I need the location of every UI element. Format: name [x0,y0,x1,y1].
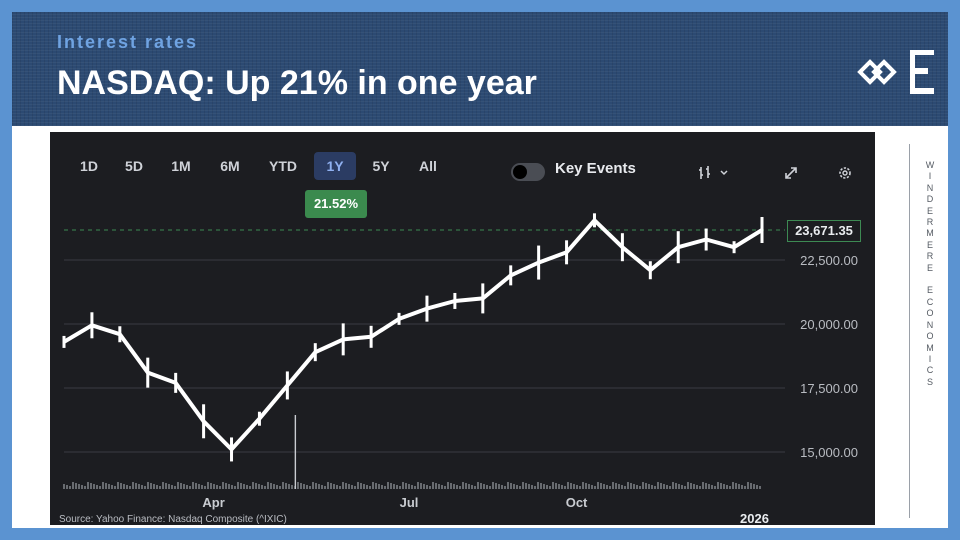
slide-title: NASDAQ: Up 21% in one year [57,64,537,102]
chevron-down-icon[interactable] [719,168,729,178]
sidebar-divider [909,144,910,518]
key-events-toggle[interactable] [511,163,545,181]
range-button-ytd[interactable]: YTD [269,158,297,174]
slide-subtitle: Interest rates [57,32,199,52]
chart-type-icon[interactable] [697,165,713,181]
price-chart[interactable]: 15,000.00 17,500.00 20,000.00 22,500.00 Apr J… [50,132,875,525]
range-button-1m[interactable]: 1M [171,158,191,174]
chart-panel: 1D 5D 1M 6M YTD 1Y 5Y All Key Events 15, [50,132,875,526]
gear-icon[interactable] [837,165,853,181]
y-tick-label: 22,500.00 [800,253,858,268]
x-tick-label: Jul [400,495,419,510]
windermere-logo [857,50,934,94]
y-tick-label: 17,500.00 [800,381,858,396]
range-button-all[interactable]: All [419,158,437,174]
y-tick-label: 15,000.00 [800,445,858,460]
header-banner: Interest rates NASDAQ: Up 21% in one yea… [12,12,948,126]
current-price-label: 23,671.35 [787,220,861,242]
range-button-1d[interactable]: 1D [80,158,98,174]
toggle-knob [513,165,527,179]
x-tick-label: Oct [566,495,588,510]
year-label: 2026 [740,511,769,526]
x-tick-label: Apr [202,495,224,510]
range-button-5d[interactable]: 5D [125,158,143,174]
source-note: Source: Yahoo Finance: Nasdaq Composite … [59,514,287,525]
range-button-5y[interactable]: 5Y [372,158,390,174]
price-series-line [62,218,764,452]
range-button-1y[interactable]: 1Y [314,152,356,180]
change-badge: 21.52% [305,190,367,218]
key-events-label: Key Events [555,160,636,177]
y-tick-label: 20,000.00 [800,317,858,332]
slide: Interest rates NASDAQ: Up 21% in one yea… [12,12,948,528]
range-button-6m[interactable]: 6M [220,158,240,174]
expand-icon[interactable] [783,165,799,181]
